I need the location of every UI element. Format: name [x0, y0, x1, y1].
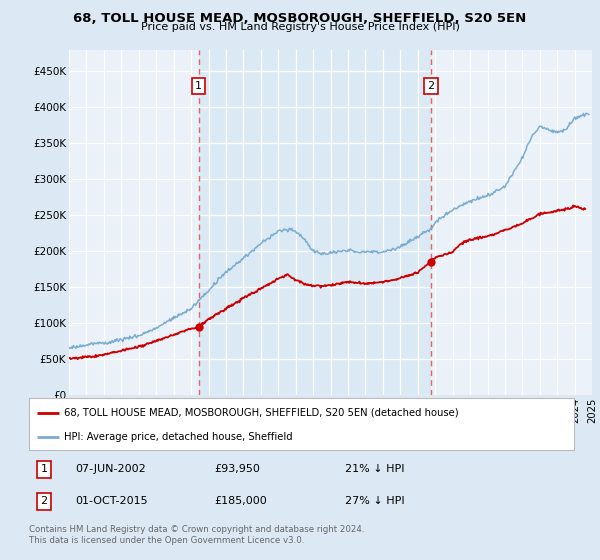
Text: HPI: Average price, detached house, Sheffield: HPI: Average price, detached house, Shef… — [64, 432, 293, 442]
Text: 1: 1 — [41, 464, 47, 474]
Text: 1: 1 — [195, 81, 202, 91]
Text: 68, TOLL HOUSE MEAD, MOSBOROUGH, SHEFFIELD, S20 5EN: 68, TOLL HOUSE MEAD, MOSBOROUGH, SHEFFIE… — [73, 12, 527, 25]
Text: 68, TOLL HOUSE MEAD, MOSBOROUGH, SHEFFIELD, S20 5EN (detached house): 68, TOLL HOUSE MEAD, MOSBOROUGH, SHEFFIE… — [64, 408, 459, 418]
Text: £93,950: £93,950 — [214, 464, 260, 474]
Text: 07-JUN-2002: 07-JUN-2002 — [75, 464, 146, 474]
Text: 01-OCT-2015: 01-OCT-2015 — [75, 496, 148, 506]
Text: 2: 2 — [427, 81, 434, 91]
Bar — [199, 50, 431, 395]
Text: Contains HM Land Registry data © Crown copyright and database right 2024.
This d: Contains HM Land Registry data © Crown c… — [29, 525, 364, 545]
Text: 2: 2 — [40, 496, 47, 506]
Text: 27% ↓ HPI: 27% ↓ HPI — [345, 496, 404, 506]
Text: Price paid vs. HM Land Registry's House Price Index (HPI): Price paid vs. HM Land Registry's House … — [140, 22, 460, 32]
Text: 21% ↓ HPI: 21% ↓ HPI — [345, 464, 404, 474]
Text: £185,000: £185,000 — [214, 496, 267, 506]
